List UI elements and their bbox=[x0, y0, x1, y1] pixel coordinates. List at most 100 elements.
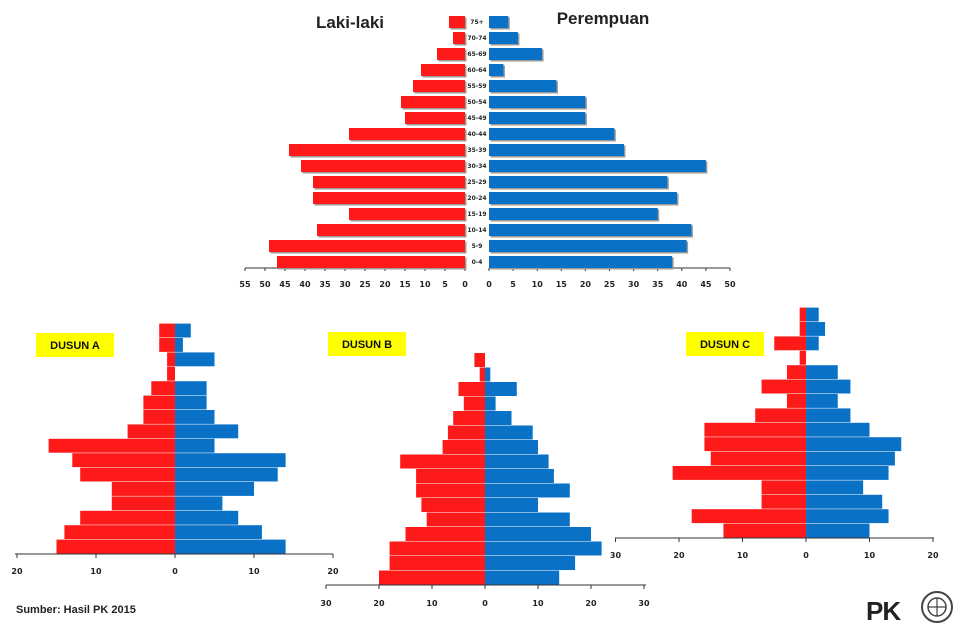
dusun_c-female-bar bbox=[806, 379, 851, 394]
age-label-65-69: 65-69 bbox=[467, 51, 486, 58]
female-tick-label: 20 bbox=[580, 280, 592, 289]
dusun_a-male-bar bbox=[64, 525, 175, 540]
dusun_a-male-bar bbox=[56, 539, 175, 554]
female-bar-30-34 bbox=[489, 160, 706, 172]
dusun_b-female-bar bbox=[485, 556, 576, 570]
age-label-70-74: 70-74 bbox=[467, 35, 486, 42]
dusun_c-female-bar bbox=[806, 365, 838, 380]
male-tick-label: 45 bbox=[279, 280, 291, 289]
female-bar-20-24 bbox=[489, 192, 677, 204]
dusun_b-female-bar bbox=[485, 570, 560, 585]
dusun_c-female-bar bbox=[806, 451, 895, 466]
dusun_c-female-bar bbox=[806, 408, 851, 423]
age-label-10-14: 10-14 bbox=[467, 227, 486, 234]
dusun_c-female-bar bbox=[806, 422, 870, 437]
dusun_c-tick-label: 10 bbox=[864, 551, 876, 560]
dusun_b-male-bar bbox=[405, 527, 485, 541]
male-tick-label: 55 bbox=[239, 280, 251, 289]
dusun_a-label: DUSUN A bbox=[50, 340, 100, 352]
male-bar-45-49 bbox=[405, 112, 465, 124]
dusun_c-female-bar bbox=[806, 322, 826, 336]
dusun_c-label: DUSUN C bbox=[700, 339, 750, 351]
dusun_b-label-box bbox=[328, 332, 406, 356]
female-bar-55-59 bbox=[489, 80, 557, 92]
female-tick-label: 5 bbox=[510, 280, 516, 289]
dusun_a-tick-label: 10 bbox=[90, 567, 102, 576]
age-label-40-44: 40-44 bbox=[467, 131, 486, 138]
dusun_c-female-bar bbox=[806, 394, 838, 408]
female-tick-label: 45 bbox=[700, 280, 712, 289]
dusun_c-male-bar bbox=[799, 322, 806, 336]
female-bar-35-39 bbox=[489, 144, 624, 156]
male-bar-50-54 bbox=[401, 96, 465, 108]
dusun_b-male-bar bbox=[474, 353, 485, 367]
dusun_a-female-bar bbox=[175, 410, 215, 424]
dusun_c-female-bar bbox=[806, 523, 870, 538]
dusun_c-male-bar bbox=[799, 350, 806, 365]
dusun_b-male-bar bbox=[442, 440, 485, 454]
male-tick-label: 40 bbox=[299, 280, 311, 289]
dusun_a-female-bar bbox=[175, 467, 278, 482]
dusun_b-male-bar bbox=[479, 367, 485, 382]
dusun_c-female-bar bbox=[806, 509, 889, 524]
female-bar-60-64 bbox=[489, 64, 504, 76]
dusun_c-male-bar bbox=[761, 494, 806, 509]
dusun_a-male-bar bbox=[159, 323, 175, 338]
dusun_c-tick-label: 10 bbox=[737, 551, 749, 560]
dusun_c-male-bar bbox=[786, 394, 806, 408]
female-title: Perempuan bbox=[557, 9, 650, 28]
dusun_b-female-bar bbox=[485, 382, 517, 396]
dusun_a-tick-label: 20 bbox=[11, 567, 23, 576]
dusun_a-female-bar bbox=[175, 496, 223, 511]
male-bar-60-64 bbox=[421, 64, 465, 76]
dusun_b-male-bar bbox=[400, 454, 485, 469]
male-tick-label: 15 bbox=[399, 280, 411, 289]
male-bar-15-19 bbox=[349, 208, 465, 220]
dusun_c-female-bar bbox=[806, 307, 819, 322]
dusun_c-male-bar bbox=[761, 379, 806, 394]
dusun_b-female-bar bbox=[485, 527, 591, 541]
dusun_b-male-bar bbox=[426, 512, 485, 527]
dusun_a-male-bar bbox=[111, 496, 175, 511]
dusun_c-tick-label: 30 bbox=[610, 551, 622, 560]
dusun_b-label: DUSUN B bbox=[342, 339, 392, 351]
source-note: Sumber: Hasil PK 2015 bbox=[16, 604, 136, 616]
dusun_a-male-bar bbox=[167, 366, 175, 381]
dusun_a-female-bar bbox=[175, 482, 254, 496]
dusun_b-male-bar bbox=[389, 541, 485, 556]
dusun_b-female-bar bbox=[485, 469, 554, 483]
female-bar-40-44 bbox=[489, 128, 615, 140]
female-bar-65-69 bbox=[489, 48, 543, 60]
dusun_b-male-bar bbox=[421, 498, 485, 512]
dusun_a-male-bar bbox=[167, 352, 175, 367]
male-bar-75+ bbox=[449, 16, 465, 28]
dusun_a-tick-label: 0 bbox=[172, 567, 178, 576]
dusun_a-male-bar bbox=[151, 381, 175, 396]
male-tick-label: 35 bbox=[319, 280, 331, 289]
age-label-45-49: 45-49 bbox=[467, 115, 486, 122]
male-bar-65-69 bbox=[437, 48, 465, 60]
age-label-50-54: 50-54 bbox=[467, 99, 486, 106]
male-tick-label: 30 bbox=[339, 280, 351, 289]
dusun_a-male-bar bbox=[111, 482, 175, 496]
male-bar-35-39 bbox=[289, 144, 465, 156]
dusun_b-female-bar bbox=[485, 396, 496, 411]
dusun_c-male-bar bbox=[786, 365, 806, 380]
dusun_a-female-bar bbox=[175, 453, 286, 468]
dusun_a-label-box bbox=[36, 333, 114, 357]
dusun_b-tick-label: 20 bbox=[373, 599, 385, 608]
dusun_b-female-bar bbox=[485, 367, 491, 382]
male-title: Laki-laki bbox=[316, 13, 384, 32]
female-tick-label: 10 bbox=[532, 280, 544, 289]
female-tick-label: 50 bbox=[724, 280, 736, 289]
dusun_c-male-bar bbox=[691, 509, 806, 524]
dusun_b-male-bar bbox=[458, 382, 485, 396]
dusun_b-female-bar bbox=[485, 454, 549, 469]
dusun_c-tick-label: 20 bbox=[673, 551, 685, 560]
female-bar-10-14 bbox=[489, 224, 692, 236]
dusun_b-female-bar bbox=[485, 425, 533, 440]
dusun_c-female-bar bbox=[806, 466, 889, 480]
dusun_a-male-bar bbox=[159, 338, 175, 352]
dusun_a-male-bar bbox=[143, 410, 175, 424]
